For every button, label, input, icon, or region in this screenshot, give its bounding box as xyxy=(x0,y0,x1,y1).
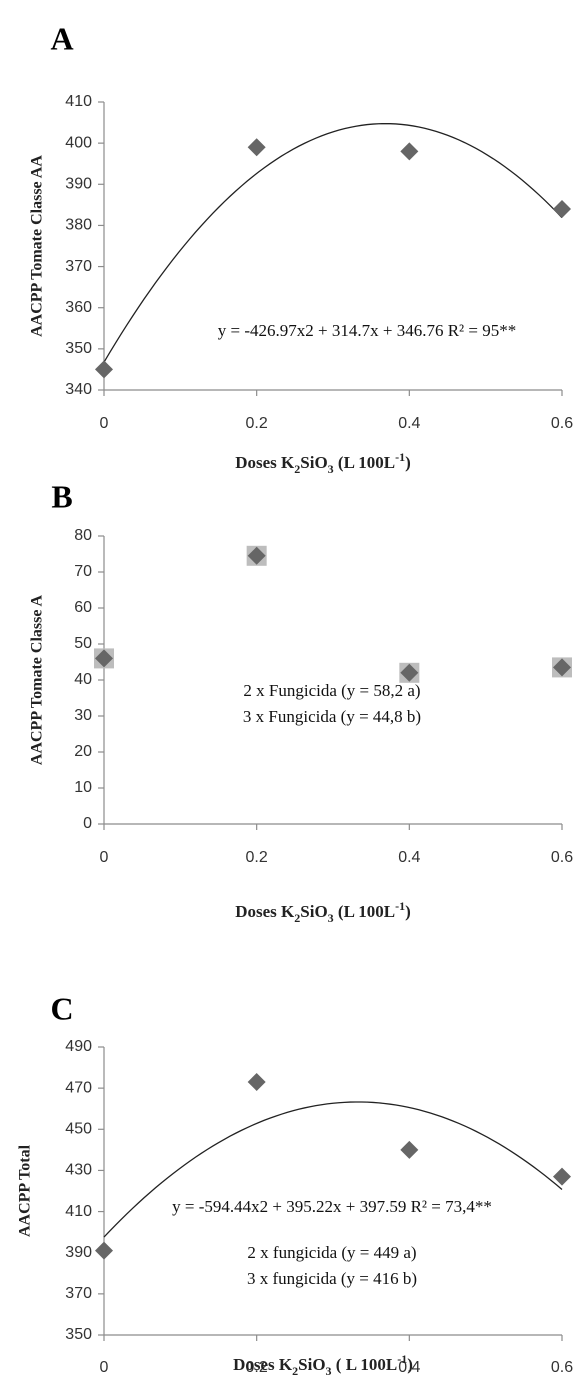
panel-c-x-tick-label: 0.2 xyxy=(246,1359,268,1376)
panel-a-annotation: y = -426.97x2 + 314.7x + 346.76 R² = 95*… xyxy=(218,321,516,340)
panel-a-data-point xyxy=(400,142,419,161)
panel-c-trendline xyxy=(103,1101,563,1238)
panel-a-data-point xyxy=(553,199,571,218)
panel-c-data-point xyxy=(400,1140,419,1159)
panel-c-x-axis-label: Doses K2SiO3 ( L 100L-1) xyxy=(233,1352,413,1376)
panel-c-y-tick-label: 370 xyxy=(65,1285,92,1302)
panel-c-y-tick-label: 430 xyxy=(65,1162,92,1179)
panel-b-y-tick-label: 80 xyxy=(74,527,92,544)
panel-b-y-tick-label: 40 xyxy=(74,671,92,688)
panel-c-y-tick-label: 470 xyxy=(65,1079,92,1096)
panel-c-x-tick-label: 0.6 xyxy=(551,1359,573,1376)
panel-a-x-tick-label: 0.6 xyxy=(551,415,573,432)
panel-b-y-tick-label: 0 xyxy=(83,815,92,832)
panel-c-data-point xyxy=(95,1241,113,1260)
panel-b-y-tick-label: 10 xyxy=(74,779,92,796)
panel-b-data-point xyxy=(247,546,266,565)
panel-b-y-tick-label: 60 xyxy=(74,599,92,616)
panel-c-x-tick-label: 0.4 xyxy=(398,1359,420,1376)
panel-a-x-tick-label: 0 xyxy=(100,415,109,432)
panel-c-annotation: 3 x fungicida (y = 416 b) xyxy=(247,1269,417,1288)
panel-a-data-point xyxy=(95,360,113,379)
panel-c: C 350 370 390 410 430 450 470 490 0 0.2 0.4 0.6 AACPP… xyxy=(17,990,574,1376)
panel-c-y-tick-label: 390 xyxy=(65,1244,92,1261)
panel-b-data-point xyxy=(95,649,113,668)
panel-a-y-tick-label: 380 xyxy=(65,217,92,234)
panel-a: A 340 350 360 370 380 390 400 410 0 0.2 0.4 0.6 AACPP… xyxy=(29,20,574,476)
panel-b-x-tick-label: 0.4 xyxy=(398,849,420,866)
panel-c-data-point xyxy=(553,1167,571,1186)
panel-b-y-tick-label: 50 xyxy=(74,635,92,652)
panel-a-y-tick-label: 370 xyxy=(65,258,92,275)
panel-b-data-point xyxy=(553,658,571,677)
panel-b-x-axis-label: Doses K2SiO3 (L 100L-1) xyxy=(235,899,411,925)
panel-a-y-tick-label: 360 xyxy=(65,299,92,316)
panel-b-data-point xyxy=(400,663,419,682)
panel-c-y-tick-label: 410 xyxy=(65,1203,92,1220)
panel-c-data-point xyxy=(247,1072,266,1091)
panel-c-x-tick-label: 0 xyxy=(100,1359,109,1376)
panel-a-y-tick-label: 410 xyxy=(65,93,92,110)
panel-a-y-tick-label: 340 xyxy=(65,381,92,398)
panel-b-x-tick-label: 0.6 xyxy=(551,849,573,866)
panel-b: B 0 10 20 30 40 50 60 70 80 0 0.2 0.4 0.6 AACPP Tomate… xyxy=(29,478,574,925)
panel-b-x-tick-label: 0.2 xyxy=(246,849,268,866)
panel-b-y-axis-label: AACPP Tomate Classe A xyxy=(29,594,46,765)
panel-b-y-tick-label: 30 xyxy=(74,707,92,724)
panel-b-y-tick-label: 20 xyxy=(74,743,92,760)
panel-b-y-tick-label: 70 xyxy=(74,563,92,580)
panel-b-annotation: 2 x Fungicida (y = 58,2 a) xyxy=(243,681,420,700)
panel-c-annotation: 2 x fungicida (y = 449 a) xyxy=(247,1243,416,1262)
panel-a-y-axis-label: AACPP Tomate Classe AA xyxy=(29,155,46,337)
panel-a-y-tick-label: 350 xyxy=(65,340,92,357)
panel-c-y-tick-label: 490 xyxy=(65,1038,92,1055)
panel-c-y-tick-label: 350 xyxy=(65,1326,92,1343)
panel-c-y-axis-label: AACPP Total xyxy=(17,1144,34,1237)
panel-a-letter: A xyxy=(50,20,73,56)
panel-a-x-tick-label: 0.2 xyxy=(246,415,268,432)
panel-a-y-tick-label: 400 xyxy=(65,134,92,151)
panel-a-trendline xyxy=(103,122,563,363)
panel-c-y-tick-label: 450 xyxy=(65,1121,92,1138)
panel-b-letter: B xyxy=(51,478,72,514)
panel-a-data-point xyxy=(247,138,266,157)
panel-c-annotation: y = -594.44x2 + 395.22x + 397.59 R² = 73… xyxy=(172,1197,492,1216)
panel-a-x-axis-label: Doses K2SiO3 (L 100L-1) xyxy=(235,450,411,476)
panel-a-x-tick-label: 0.4 xyxy=(398,415,420,432)
panel-b-annotation: 3 x Fungicida (y = 44,8 b) xyxy=(243,707,421,726)
panel-a-y-tick-label: 390 xyxy=(65,176,92,193)
panel-b-x-tick-label: 0 xyxy=(100,849,109,866)
panel-c-letter: C xyxy=(50,990,73,1026)
